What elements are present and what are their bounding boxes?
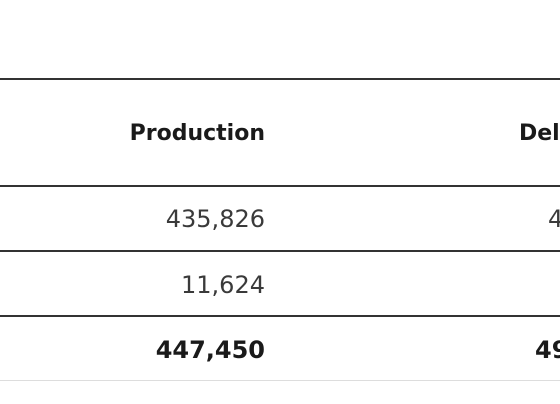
total-cell: 447,450 xyxy=(155,336,265,364)
table-bottom-rule xyxy=(0,380,560,381)
header-rule xyxy=(0,185,560,187)
row-rule xyxy=(0,250,560,252)
table-cell: 11,624 xyxy=(181,271,265,299)
table-top-rule xyxy=(0,78,560,80)
row-rule xyxy=(0,315,560,317)
table-cell: 435,826 xyxy=(165,205,265,233)
column-header: Production xyxy=(129,121,265,146)
column-header: Del xyxy=(519,121,560,146)
total-cell: 49 xyxy=(535,336,560,364)
table-cell: 4 xyxy=(548,205,560,233)
